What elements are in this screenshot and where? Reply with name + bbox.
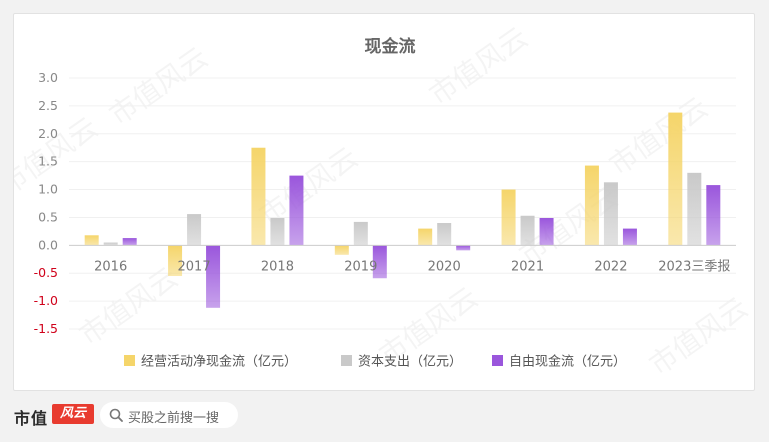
bar — [168, 245, 183, 277]
y-tick-label: -0.5 — [34, 265, 58, 280]
bar — [187, 214, 202, 246]
bar — [122, 238, 137, 246]
bar — [103, 242, 118, 246]
bar — [668, 112, 683, 246]
bar — [501, 189, 516, 246]
bar — [251, 147, 266, 246]
bar — [456, 245, 471, 251]
watermark-text: 市值风云 — [603, 91, 714, 182]
bar — [539, 218, 554, 246]
y-tick-label: 2.0 — [38, 126, 58, 141]
legend-swatch — [492, 355, 503, 366]
x-tick-label: 2019 — [344, 259, 377, 274]
bar — [353, 221, 368, 246]
x-tick-label: 2016 — [94, 259, 127, 274]
bar — [418, 228, 433, 246]
brand-logo-badge: 风云 — [52, 404, 94, 424]
x-tick-label: 2018 — [261, 259, 294, 274]
bar — [372, 245, 387, 279]
legend-label: 资本支出（亿元） — [358, 355, 462, 370]
bar — [603, 182, 618, 246]
chart-card: 市值风云 市值风云 市值风云 市值风云 市值风云 市值风云 市值风云 市值风云 市值风云 现金流 3… — [13, 13, 755, 391]
bar — [206, 245, 221, 308]
legend-swatch — [341, 355, 352, 366]
chart-title: 现金流 — [365, 36, 416, 57]
legend-swatch — [124, 355, 135, 366]
y-tick-label: 1.0 — [38, 182, 58, 197]
legend: 经营活动净现金流（亿元） 资本支出（亿元） 自由现金流（亿元） — [124, 354, 626, 370]
bar — [584, 165, 599, 246]
watermark-text: 市值风云 — [14, 111, 104, 202]
legend-label: 自由现金流（亿元） — [509, 354, 626, 370]
y-tick-label: 0.0 — [38, 237, 58, 252]
bar — [270, 218, 285, 246]
x-tick-label: 2022 — [594, 259, 627, 274]
x-tick-label: 2017 — [178, 259, 211, 274]
bar — [687, 172, 702, 246]
brand-logo-text: 市值 — [14, 409, 49, 428]
watermark-text: 市值风云 — [253, 141, 364, 232]
watermark-text: 市值风云 — [103, 41, 214, 132]
search-icon — [109, 408, 123, 422]
y-tick-label: 0.5 — [38, 209, 58, 224]
y-tick-label: 2.5 — [38, 98, 58, 113]
bar — [84, 235, 99, 246]
footer-bar: 市值 风云 买股之前搜一搜 — [0, 394, 769, 442]
bar — [334, 245, 349, 255]
watermark-text: 市值风云 — [643, 291, 754, 382]
y-tick-label: 1.5 — [38, 154, 58, 169]
watermark-text: 市值风云 — [73, 261, 184, 352]
bar — [437, 223, 452, 246]
x-tick-label: 2021 — [511, 259, 544, 274]
y-tick-label: -1.0 — [34, 293, 58, 308]
search-placeholder: 买股之前搜一搜 — [128, 411, 220, 426]
bar — [289, 175, 304, 246]
search-box[interactable]: 买股之前搜一搜 — [100, 402, 238, 428]
legend-label: 经营活动净现金流（亿元） — [141, 354, 297, 370]
watermark-text: 市值风云 — [423, 21, 534, 112]
y-tick-label: 3.0 — [38, 70, 58, 85]
y-tick-label: -1.5 — [34, 321, 58, 336]
x-tick-label: 2023三季报 — [658, 259, 730, 274]
bar — [622, 228, 637, 246]
bar — [706, 185, 721, 246]
bar — [520, 215, 535, 246]
x-tick-label: 2020 — [428, 259, 461, 274]
